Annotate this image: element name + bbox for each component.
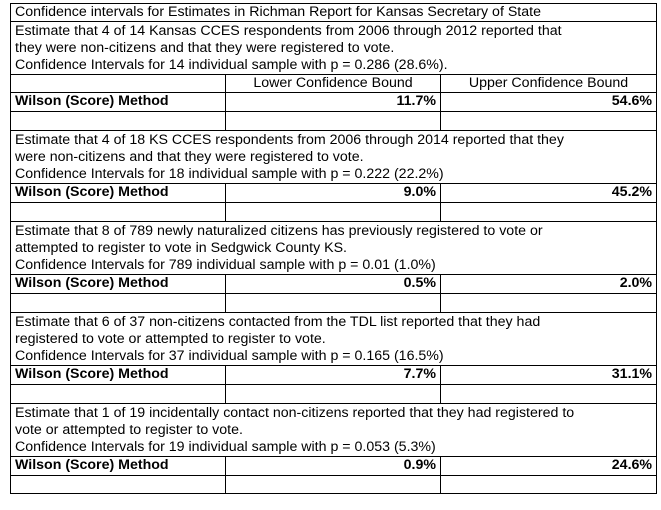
upper-bound-value: 24.6% [439,456,658,476]
estimate-description: Estimate that 4 of 18 KS CCES respondent… [9,130,658,184]
estimate-description-row: Estimate that 4 of 14 Kansas CCES respon… [9,21,658,75]
estimate-description-row: Estimate that 8 of 789 newly naturalized… [9,221,658,275]
lower-bound-value: 0.5% [225,274,441,294]
empty-header-cell [10,74,226,93]
method-label: Wilson (Score) Method [10,183,226,203]
lower-bound-value: 9.0% [225,183,441,203]
result-row: Wilson (Score) Method 9.0% 45.2% [10,183,658,203]
estimate-text-line: Estimate that 4 of 14 Kansas CCES respon… [15,23,562,39]
result-row: Wilson (Score) Method 11.7% 54.6% [10,92,658,112]
estimate-description-row: Estimate that 6 of 37 non-citizens conta… [9,312,658,366]
sample-info-line: Confidence Intervals for 18 individual s… [15,166,444,182]
estimate-text-line: Estimate that 8 of 789 newly naturalized… [15,223,543,239]
confidence-interval-table: Confidence intervals for Estimates in Ri… [9,3,658,494]
sheet-title: Confidence intervals for Estimates in Ri… [9,3,658,22]
upper-bound-value: 45.2% [439,183,658,203]
confidence-interval-sheet: Confidence intervals for Estimates in Ri… [9,3,658,494]
lower-bound-value: 7.7% [225,365,441,385]
spacer-row [10,475,658,494]
sample-info-line: Confidence Intervals for 789 individual … [15,257,436,273]
lower-bound-header: Lower Confidence Bound [225,74,441,93]
sample-info-line: Confidence Intervals for 19 individual s… [15,439,436,455]
estimate-description: Estimate that 4 of 14 Kansas CCES respon… [9,21,658,75]
estimate-description: Estimate that 8 of 789 newly naturalized… [9,221,658,275]
lower-bound-value: 11.7% [225,92,441,112]
upper-bound-header: Upper Confidence Bound [439,74,658,93]
result-row: Wilson (Score) Method 7.7% 31.1% [10,365,658,385]
spacer-row [10,384,658,404]
estimate-text-line: attempted to register to vote in Sedgwic… [15,240,347,256]
upper-bound-value: 54.6% [439,92,658,112]
sample-info-line: Confidence Intervals for 14 individual s… [15,57,448,73]
lower-bound-value: 0.9% [225,456,441,476]
result-row: Wilson (Score) Method 0.5% 2.0% [10,274,658,294]
estimate-text-line: registered to vote or attempted to regis… [15,331,326,347]
estimate-description: Estimate that 1 of 19 incidentally conta… [9,403,658,457]
estimate-description-row: Estimate that 1 of 19 incidentally conta… [9,403,658,457]
estimate-text-line: Estimate that 1 of 19 incidentally conta… [15,405,575,421]
result-row: Wilson (Score) Method 0.9% 24.6% [10,456,658,476]
title-row: Confidence intervals for Estimates in Ri… [9,3,658,22]
estimate-text-line: Estimate that 6 of 37 non-citizens conta… [15,314,541,330]
method-label: Wilson (Score) Method [10,365,226,385]
estimate-text-line: they were non-citizens and that they wer… [15,40,395,56]
estimate-text-line: vote or attempted to register to vote. [15,422,243,438]
estimate-text-line: Estimate that 4 of 18 KS CCES respondent… [15,132,564,148]
estimate-description: Estimate that 6 of 37 non-citizens conta… [9,312,658,366]
estimate-text-line: were non-citizens and that they were reg… [15,149,364,165]
sample-info-line: Confidence Intervals for 37 individual s… [15,348,444,364]
upper-bound-value: 31.1% [439,365,658,385]
spacer-row [10,202,658,222]
method-label: Wilson (Score) Method [10,92,226,112]
spacer-row [10,111,658,131]
method-label: Wilson (Score) Method [10,456,226,476]
column-header-row: Lower Confidence Bound Upper Confidence … [10,74,658,93]
spacer-row [10,293,658,313]
method-label: Wilson (Score) Method [10,274,226,294]
estimate-description-row: Estimate that 4 of 18 KS CCES respondent… [9,130,658,184]
upper-bound-value: 2.0% [439,274,658,294]
